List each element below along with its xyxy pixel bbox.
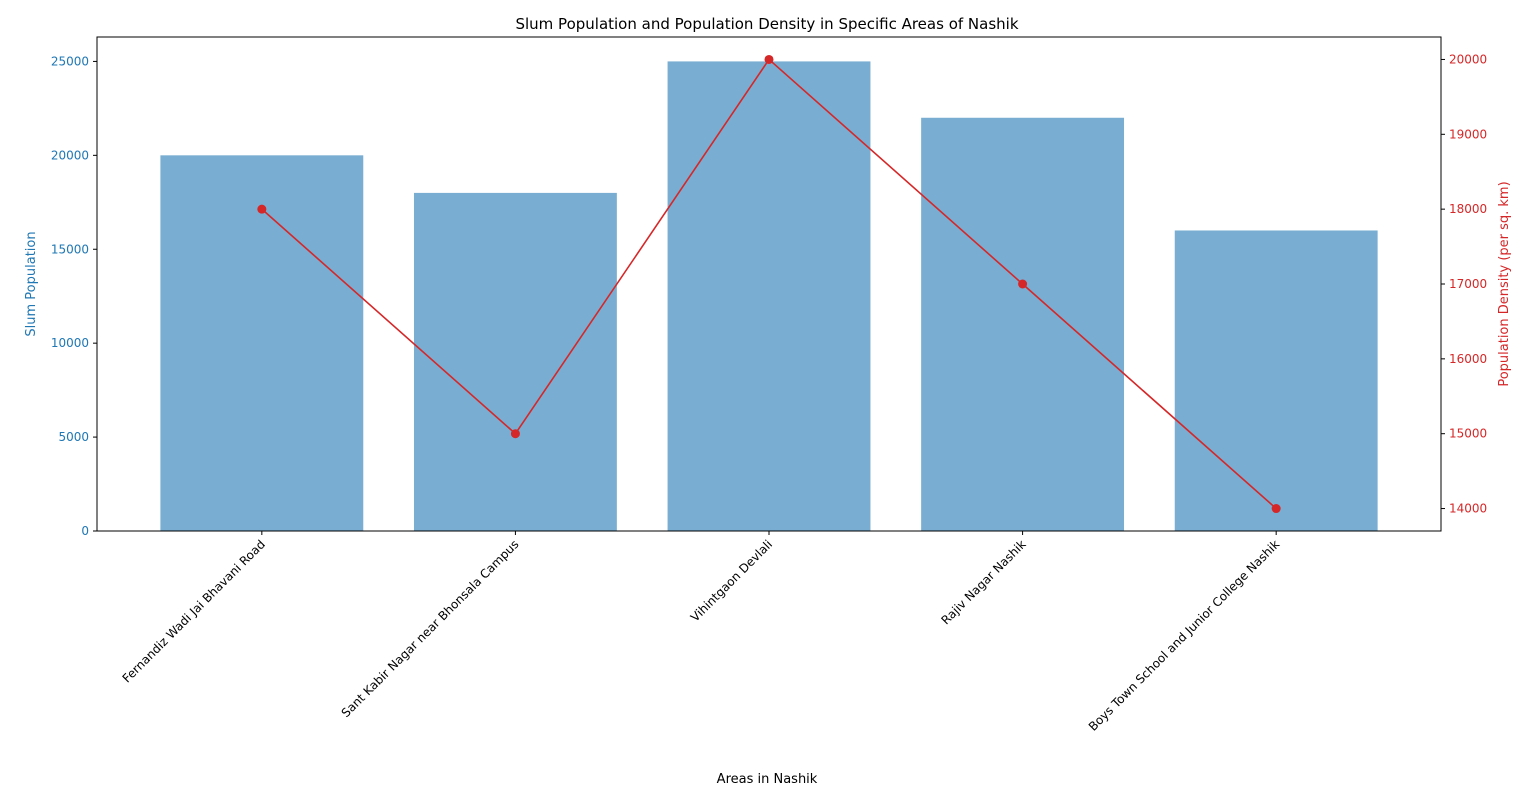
left-axis-label: Slum Population [24, 231, 39, 336]
x-axis: Fernandiz Wadi Jai Bhavani Road Sant Kabi… [120, 531, 1283, 734]
right-tick-label: 19000 [1449, 127, 1487, 141]
right-axis-label: Population Density (per sq. km) [1497, 181, 1512, 386]
x-tick-label: Vihintgaon Devlali [688, 537, 775, 624]
right-tick-label: 14000 [1449, 502, 1487, 516]
left-tick-label: 0 [81, 524, 89, 538]
x-tick-label: Boys Town School and Junior College Nash… [1086, 537, 1283, 734]
density-point-3 [764, 54, 774, 64]
density-point-5 [1271, 504, 1281, 514]
density-line-layer [257, 54, 1281, 514]
plot-frame [96, 36, 1442, 532]
bar-3 [667, 61, 871, 532]
x-axis-label: Areas in Nashik [717, 772, 818, 787]
left-tick-label: 10000 [51, 336, 89, 350]
right-tick-label: 18000 [1449, 202, 1487, 216]
bar-4 [921, 117, 1125, 532]
left-tick-label: 5000 [58, 430, 89, 444]
right-tick-label: 15000 [1449, 427, 1487, 441]
left-tick-label: 25000 [51, 54, 89, 68]
right-tick-label: 16000 [1449, 352, 1487, 366]
bar-1 [160, 155, 364, 531]
bar-5 [1174, 230, 1378, 531]
x-tick-label: Fernandiz Wadi Jai Bhavani Road [120, 537, 268, 685]
left-axis: 0 5000 10000 15000 20000 25000 [51, 54, 97, 538]
density-point-1 [257, 204, 267, 214]
left-tick-label: 15000 [51, 242, 89, 256]
x-tick-label: Rajiv Nagar Nashik [939, 537, 1029, 627]
right-tick-label: 17000 [1449, 277, 1487, 291]
density-point-2 [510, 429, 520, 439]
bars-layer [160, 61, 1378, 532]
chart-title: Slum Population and Population Density i… [515, 15, 1018, 33]
right-tick-label: 20000 [1449, 52, 1487, 66]
x-tick-label: Sant Kabir Nagar near Bhonsala Campus [339, 537, 522, 720]
left-tick-label: 20000 [51, 148, 89, 162]
right-axis: 14000 15000 16000 17000 18000 19000 20000 [1441, 52, 1487, 516]
bar-2 [413, 192, 617, 531]
density-point-4 [1018, 279, 1028, 289]
